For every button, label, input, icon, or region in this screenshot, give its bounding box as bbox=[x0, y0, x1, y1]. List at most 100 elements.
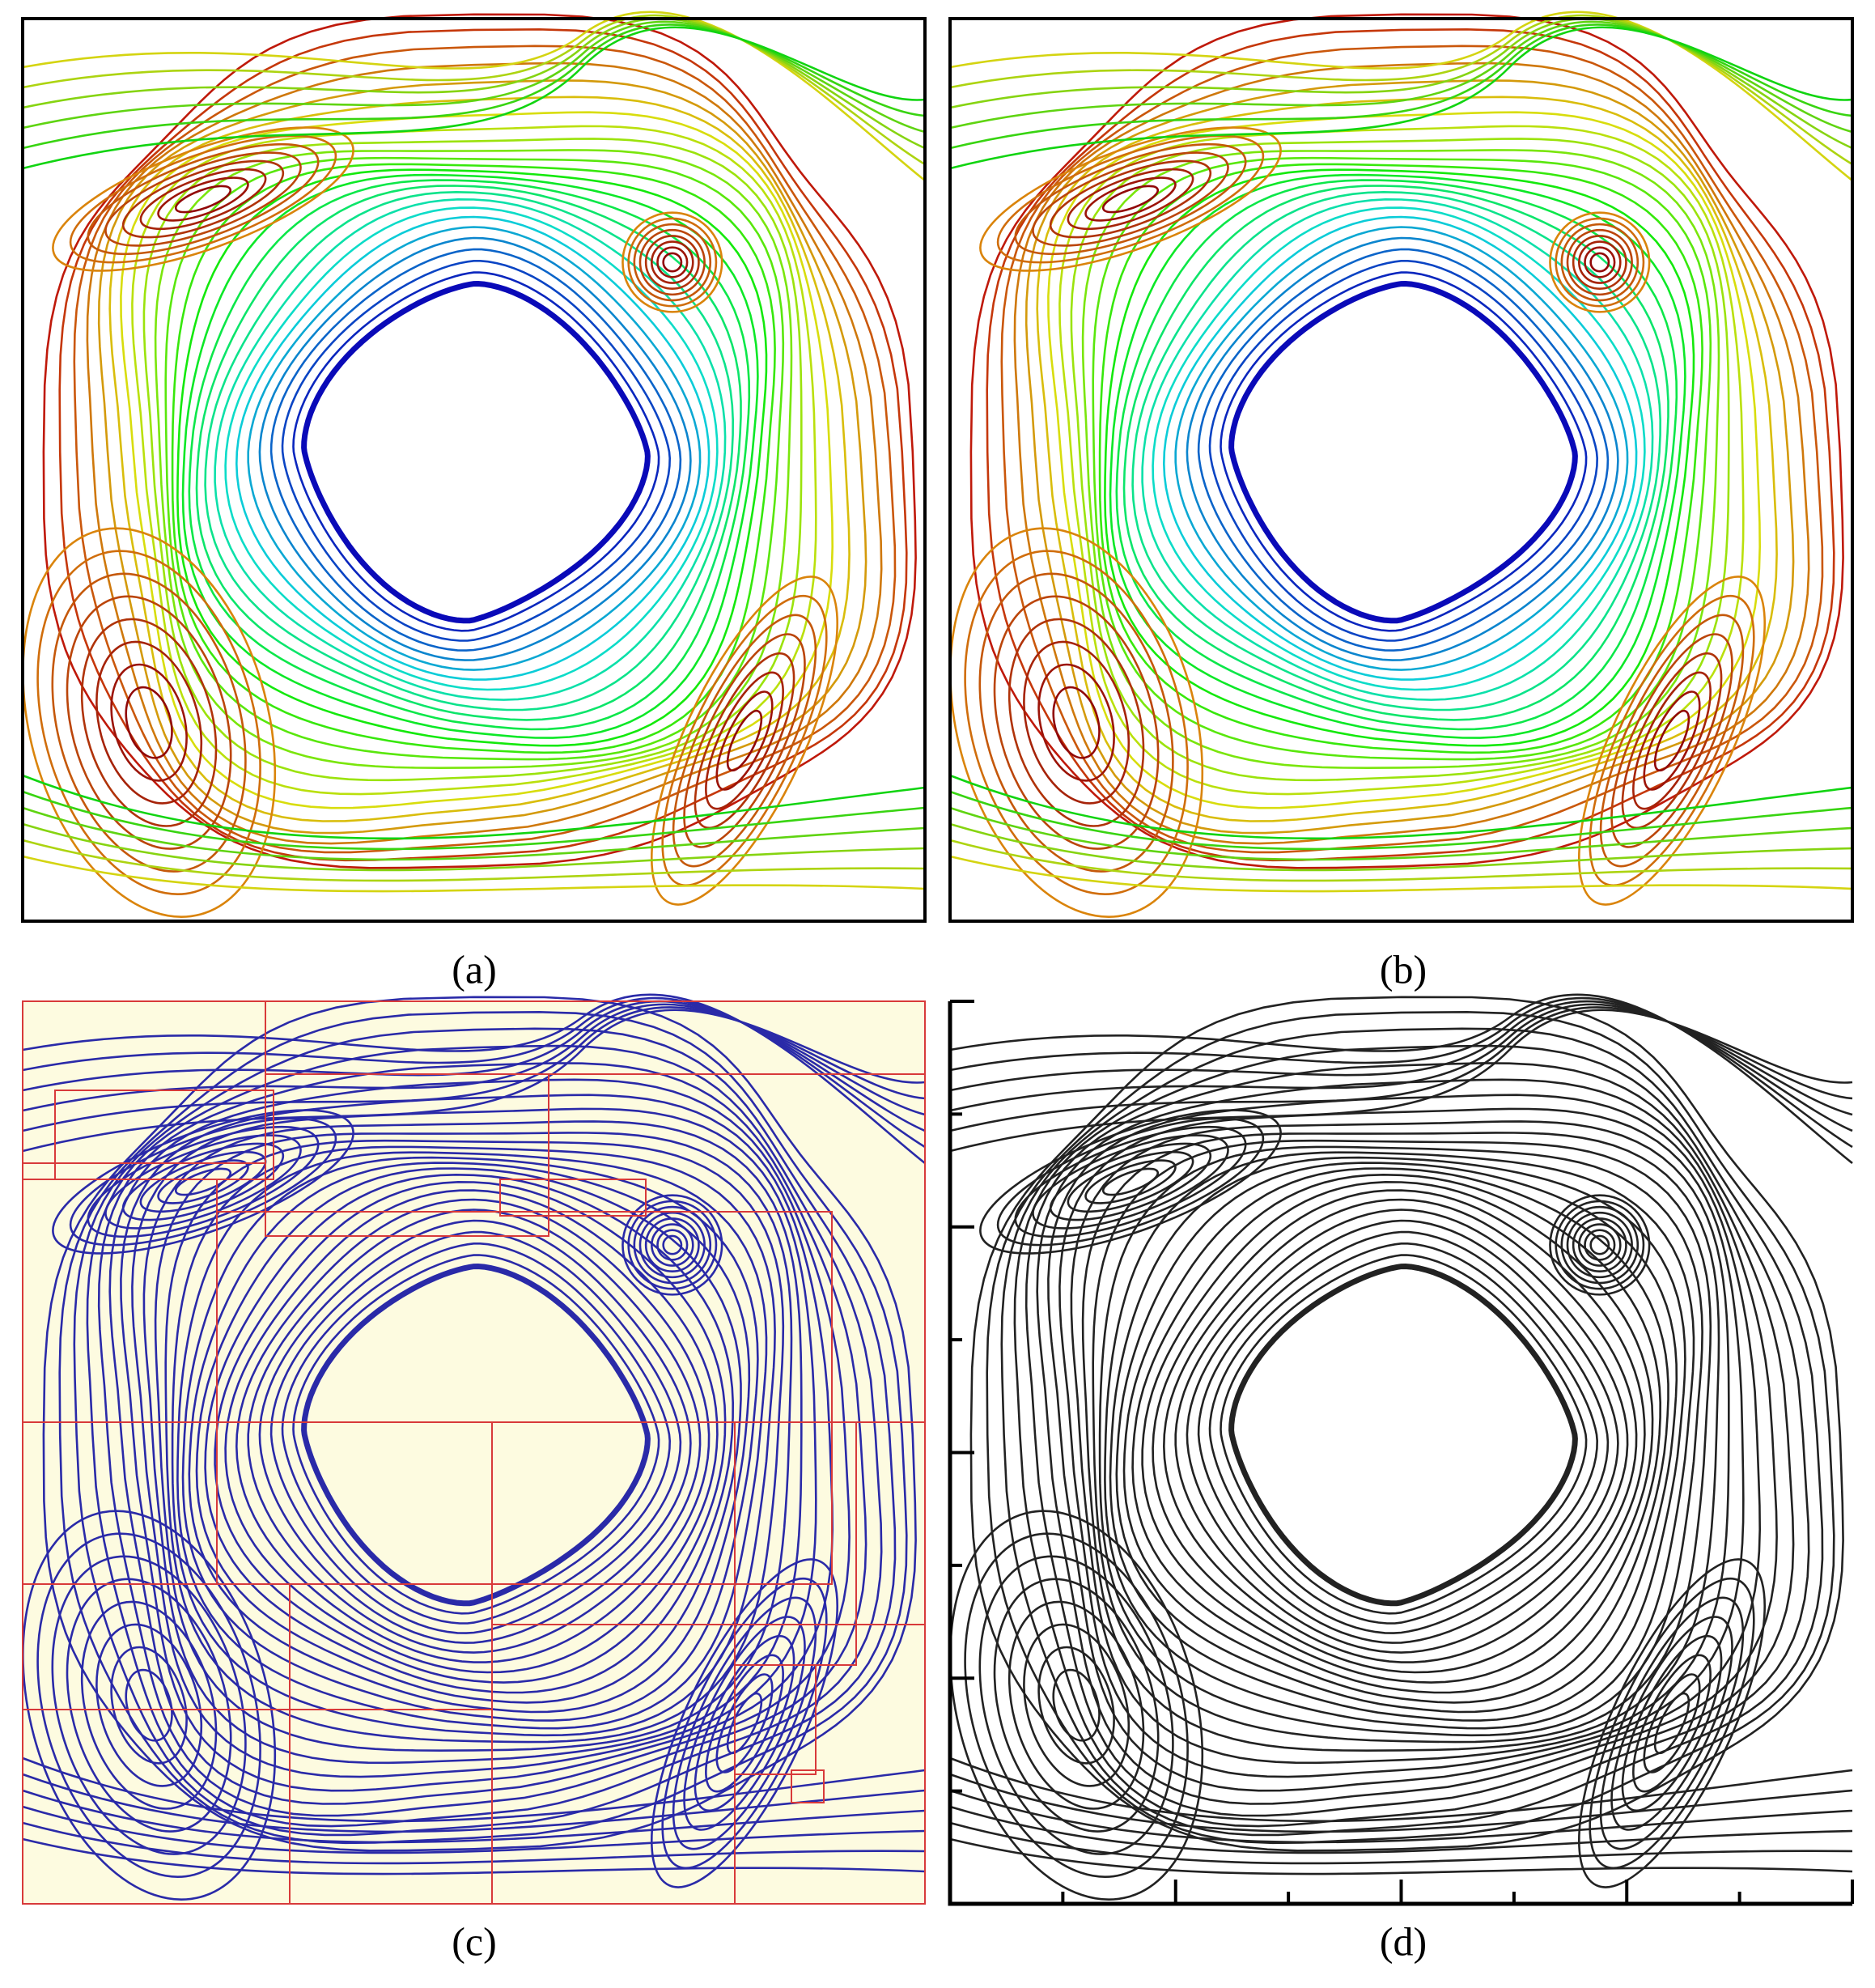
grid-block bbox=[265, 1073, 549, 1237]
vortex-contour bbox=[157, 176, 249, 222]
vortex-contour bbox=[662, 252, 683, 273]
panel-label: (d) bbox=[1380, 1918, 1427, 1964]
vortex-contour bbox=[694, 1634, 795, 1812]
vortex-contour bbox=[672, 614, 817, 868]
contour bbox=[171, 1145, 776, 1737]
panel-a bbox=[21, 11, 927, 923]
contour bbox=[1104, 168, 1695, 747]
vortex-contour bbox=[69, 1117, 337, 1247]
contour bbox=[1122, 1167, 1669, 1704]
vortex-contour bbox=[993, 1578, 1160, 1833]
vortex-contour bbox=[36, 1532, 261, 1878]
vortex-contour bbox=[1621, 1634, 1723, 1812]
vortex-contour bbox=[1589, 594, 1755, 887]
contour bbox=[1152, 1189, 1646, 1674]
contour bbox=[258, 1219, 692, 1644]
contour bbox=[1220, 1254, 1588, 1615]
vortex-contour bbox=[715, 690, 774, 791]
contour bbox=[120, 1094, 834, 1792]
vortex-contour bbox=[1610, 633, 1733, 848]
vortex-contour bbox=[1643, 1673, 1701, 1773]
vortex-contour bbox=[1599, 614, 1745, 868]
contour bbox=[131, 1107, 817, 1778]
contour bbox=[1058, 125, 1745, 796]
vortex-contour bbox=[979, 1109, 1282, 1255]
outer-contour bbox=[949, 1805, 1853, 1854]
contour bbox=[1228, 280, 1578, 624]
vortex-contour bbox=[964, 550, 1189, 895]
contour bbox=[1115, 1162, 1678, 1714]
contour bbox=[195, 1167, 742, 1704]
outer-contour bbox=[22, 17, 926, 150]
vortex-contour bbox=[996, 1117, 1265, 1247]
contour bbox=[1047, 1094, 1762, 1792]
outer-contour bbox=[949, 1837, 1853, 1875]
outer-contour bbox=[22, 1000, 926, 1132]
vortex-contour bbox=[1653, 709, 1690, 772]
vortex-contour bbox=[52, 1109, 354, 1255]
contour bbox=[1070, 1120, 1730, 1765]
frame bbox=[22, 1000, 926, 1905]
contour bbox=[258, 236, 692, 661]
contour bbox=[42, 996, 917, 1852]
vortex-contour bbox=[656, 246, 689, 278]
outer-contour bbox=[22, 1756, 926, 1823]
contour bbox=[247, 1209, 702, 1654]
contour bbox=[73, 1027, 897, 1837]
vortex-contour bbox=[1566, 228, 1633, 296]
contour bbox=[1047, 111, 1762, 809]
contour bbox=[214, 198, 727, 701]
vortex-contour bbox=[996, 134, 1265, 264]
vortex-contour bbox=[979, 126, 1282, 272]
vortex-contour bbox=[1052, 686, 1101, 759]
vortex-contour bbox=[633, 223, 712, 302]
vortex-contour bbox=[1578, 1558, 1766, 1888]
contour bbox=[235, 1198, 711, 1663]
contour bbox=[224, 206, 719, 691]
contour bbox=[1092, 156, 1712, 761]
contour bbox=[269, 1230, 682, 1634]
outer-contour bbox=[949, 806, 1853, 861]
vortex-contour bbox=[121, 1142, 285, 1221]
outer-contour bbox=[22, 839, 926, 882]
outer-contour bbox=[22, 1003, 926, 1116]
contour bbox=[42, 13, 917, 869]
contour bbox=[292, 271, 660, 632]
outer-contour bbox=[949, 1789, 1853, 1844]
vortex-contour bbox=[1084, 1159, 1177, 1204]
contour bbox=[986, 28, 1835, 862]
vortex-contour bbox=[174, 1167, 232, 1196]
vortex-contour bbox=[52, 126, 354, 272]
vortex-contour bbox=[22, 527, 277, 918]
vortex-contour bbox=[715, 1673, 774, 1773]
outer-contour bbox=[22, 1837, 926, 1875]
vortex-contour bbox=[1555, 217, 1645, 308]
vortex-contour bbox=[621, 1194, 723, 1296]
contour bbox=[164, 156, 785, 761]
outer-contour bbox=[22, 806, 926, 861]
outer-contour bbox=[22, 822, 926, 872]
vortex-contour bbox=[651, 1558, 838, 1888]
contour bbox=[176, 168, 768, 747]
outer-contour bbox=[22, 11, 926, 182]
vortex-contour bbox=[1589, 1234, 1610, 1255]
vortex-contour bbox=[633, 1205, 712, 1285]
contour bbox=[181, 173, 759, 739]
outer-contour bbox=[949, 993, 1853, 1165]
vortex-contour bbox=[1067, 168, 1194, 231]
vortex-contour bbox=[66, 595, 232, 850]
vortex-contour bbox=[1032, 1134, 1229, 1230]
contour bbox=[1141, 1180, 1654, 1684]
contour bbox=[1131, 190, 1662, 712]
vortex-contour bbox=[644, 1217, 700, 1273]
vortex-contour bbox=[80, 618, 218, 827]
vortex-contour bbox=[661, 594, 828, 887]
vortex-contour bbox=[1632, 1654, 1712, 1793]
grid-block bbox=[499, 1179, 647, 1217]
vortex-contour bbox=[1578, 1223, 1622, 1267]
contour bbox=[301, 280, 651, 624]
outer-contour bbox=[949, 839, 1853, 882]
outer-contour bbox=[22, 1006, 926, 1132]
outer-contour bbox=[22, 790, 926, 851]
vortex-contour bbox=[1632, 671, 1712, 810]
